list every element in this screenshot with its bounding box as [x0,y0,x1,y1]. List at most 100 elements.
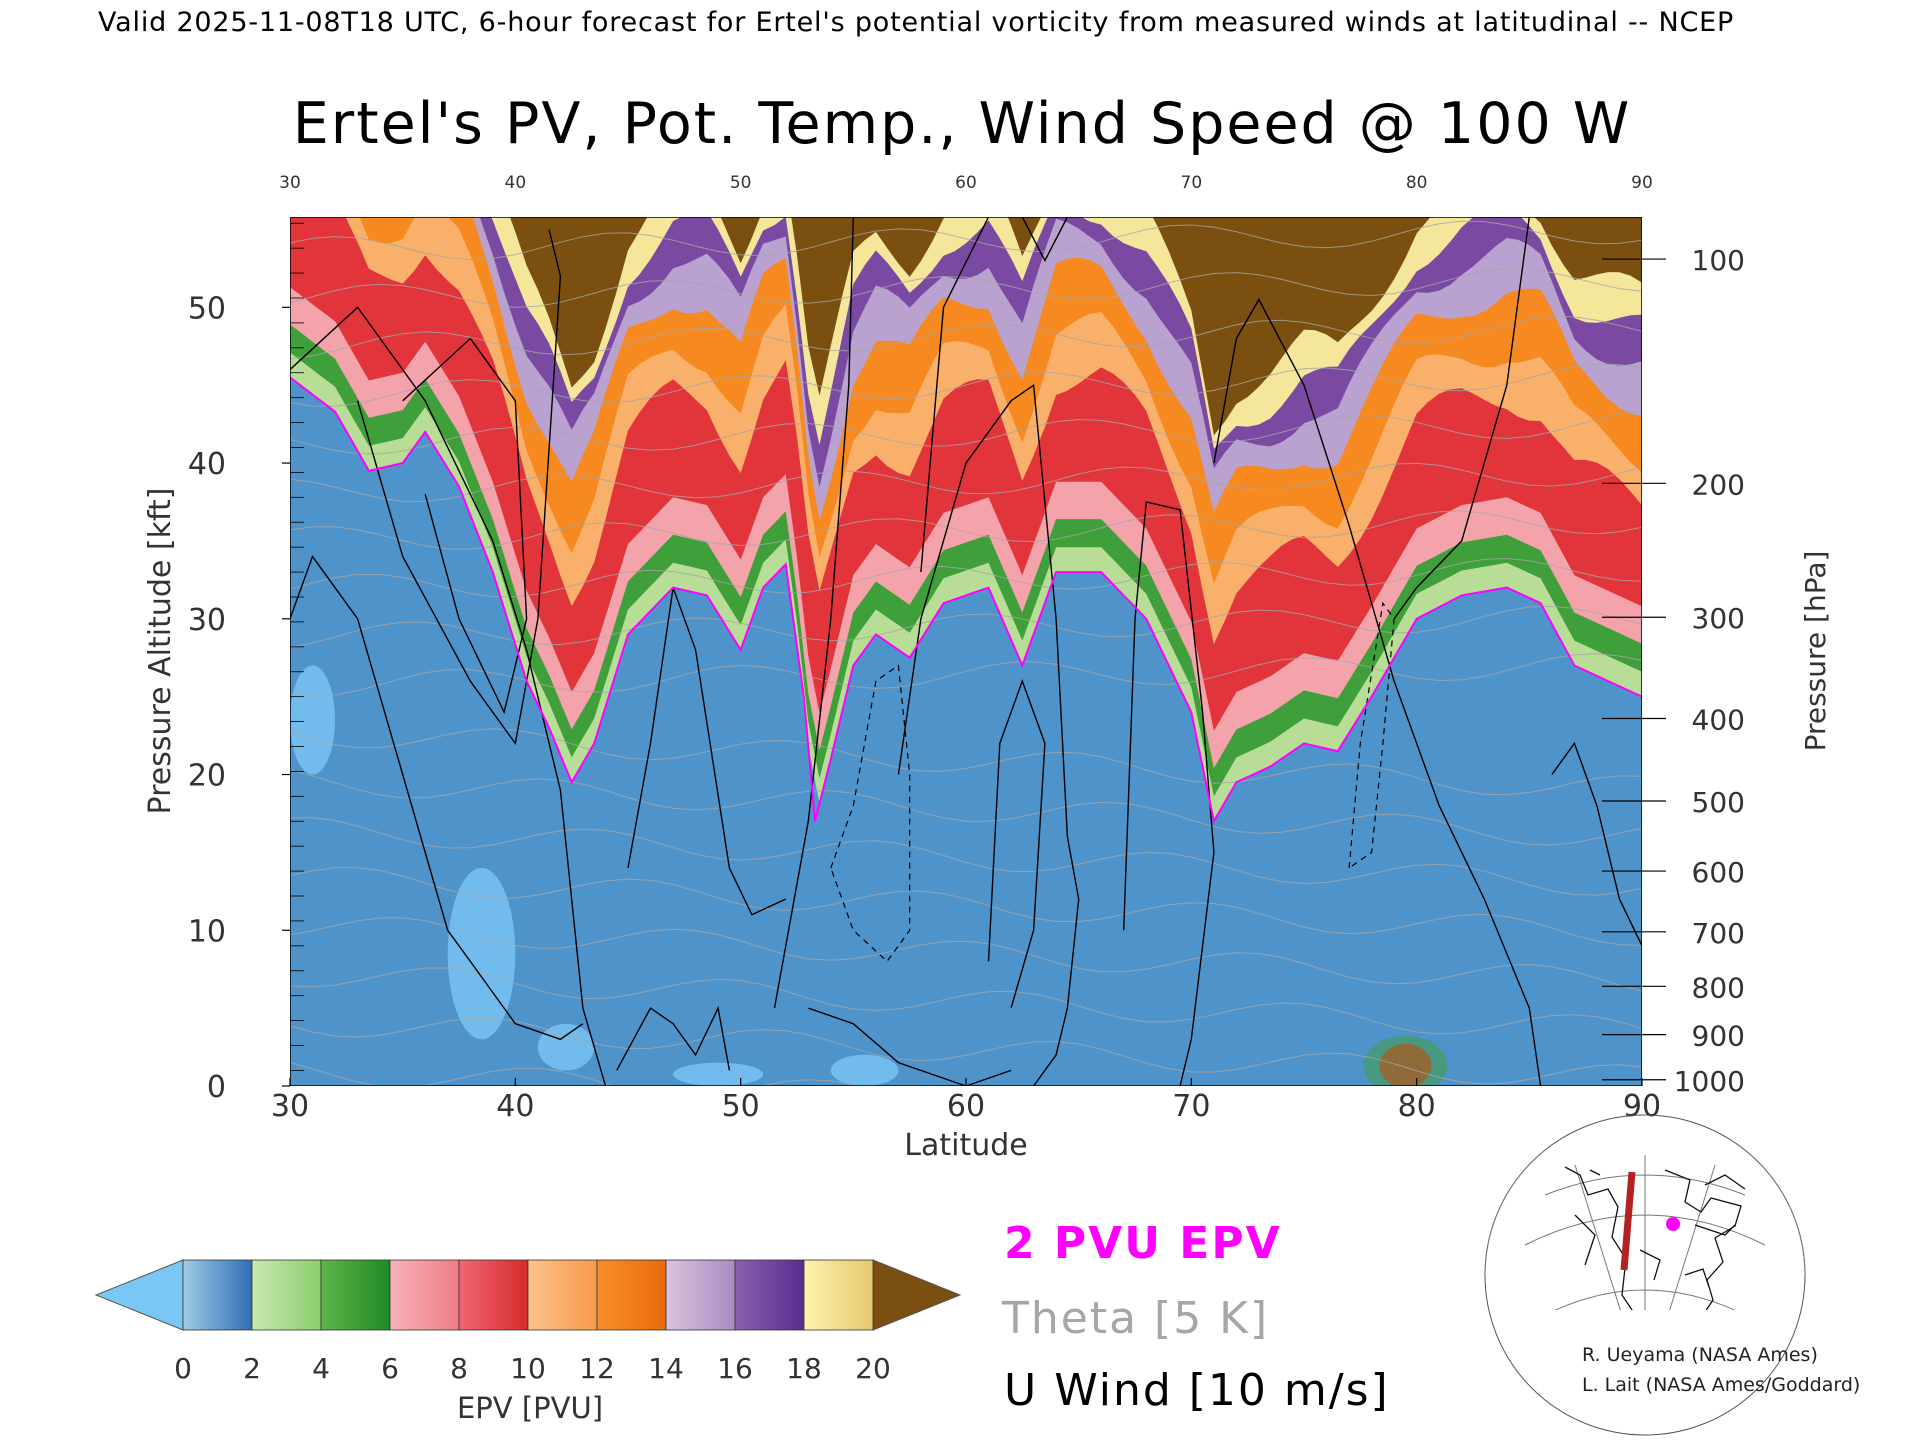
x-top-tick-label: 90 [1631,173,1653,193]
isentrope-line [290,315,1642,360]
colorbar-band [389,1259,460,1331]
x-top-tick-label: 40 [505,173,527,193]
colorbar-band [458,1259,529,1331]
y-tick-label: 30 [188,603,226,638]
x-top-tick-label: 60 [955,173,977,193]
pressure-tick-label: 800 [1692,971,1745,1004]
colorbar-tick-label: 18 [786,1352,822,1385]
u-wind-contour [1021,217,1069,263]
isentrope-line [290,462,1642,503]
pv-under-patch [290,665,335,775]
colorbar-band [734,1259,805,1331]
isentrope-line [290,653,1642,697]
colorbar-under-triangle [94,1259,184,1331]
legend-pv-label: 2 PVU EPV [1004,1218,1282,1269]
pressure-tick-label: 1000 [1674,1065,1745,1098]
pv-colorbar: 0 2 4 6 8 10 12 14 16 18 20 [94,1259,962,1385]
x-tick-label: 90 [1623,1089,1661,1124]
x-top-tick-label: 80 [1406,173,1428,193]
pressure-tick-label: 600 [1692,856,1745,889]
isentrope-line [290,1017,1642,1085]
credit-line-2: L. Lait (NASA Ames/Goddard) [1582,1374,1860,1396]
pressure-tick-label: 700 [1692,917,1745,950]
isentrope-line [290,917,1642,992]
isentrope-line [290,510,1642,550]
x-tick-label: 30 [271,1089,309,1124]
pressure-tick-label: 900 [1692,1020,1745,1053]
legend-wind-label: U Wind [10 m/s] [1004,1365,1390,1416]
u-wind-contour [920,217,990,573]
x-top-tick-label: 70 [1181,173,1203,193]
pressure-tick-label: 400 [1692,703,1745,736]
pv-under-patch [537,1023,595,1071]
colorbar-tick-label: 2 [243,1352,261,1385]
u-wind-contour [402,337,528,715]
tropopause-line [290,376,1642,825]
x-tick-label: 50 [722,1089,760,1124]
inset-map [1484,1114,1806,1436]
x-top-tick-label: 50 [730,173,752,193]
x-tick-label: 70 [1172,1089,1210,1124]
pv-under-patch [447,867,516,1040]
isentrope-line [290,867,1642,946]
colorbar-tick-label: 6 [381,1352,399,1385]
u-wind-contour [290,555,584,1041]
pressure-tick-label: 300 [1692,602,1745,635]
u-wind-contour [1213,298,1542,1086]
inset-map-coastlines [1564,1166,1746,1310]
pv-surface-pocket-halo [1363,1035,1448,1086]
isentrope-contours [290,220,1642,1086]
isentrope-line [290,220,1642,261]
isentrope-line [290,1061,859,1086]
isentrope-line [290,557,1642,598]
pressure-tick-label: 500 [1692,786,1745,819]
pv-under-patch [830,1054,899,1086]
y-tick-label: 10 [188,914,226,949]
legend-theta-label: Theta [5 K] [1001,1293,1269,1344]
u-wind-contour [1123,501,1215,1086]
colorbar-band [251,1259,322,1331]
x-axis-label: Latitude [904,1128,1027,1163]
isentrope-line [290,268,1642,308]
colorbar-tick-label: 0 [174,1352,192,1385]
inset-map-graticule [1485,1150,1805,1310]
colorbar-tick-label: 12 [579,1352,615,1385]
x-tick-label: 60 [947,1089,985,1124]
credit-line-1: R. Ueyama (NASA Ames) [1582,1344,1818,1366]
colorbar-tick-label: 8 [450,1352,468,1385]
colorbar-band [527,1259,598,1331]
colorbar-band [320,1259,391,1331]
u-wind-contour [1393,217,1530,620]
pv-band-over-20 [290,217,1642,436]
y-axis-label-left: Pressure Altitude [kft] [143,488,178,815]
x-tick-label: 40 [496,1089,534,1124]
axes: 3030404050506060707080809090010203040501… [188,173,1745,1124]
isentrope-line [290,769,1642,846]
isentrope-line [290,363,1642,407]
y-axis-label-right: Pressure [hPa] [1799,551,1832,752]
u-wind-contour [897,383,1080,1086]
isentrope-line [290,728,1642,796]
y-tick-label: 50 [188,291,226,326]
inset-map-marker [1666,1217,1680,1231]
chart-title: Ertel's PV, Pot. Temp., Wind Speed @ 100… [293,91,1631,157]
isentrope-line [290,817,1642,896]
colorbar-tick-label: 16 [717,1352,753,1385]
colorbar-over-triangle [872,1259,962,1331]
colorbar-tick-label: 10 [510,1352,546,1385]
u-wind-contour [356,229,562,746]
x-tick-label: 80 [1398,1089,1436,1124]
plot-area [290,217,1642,1086]
isentrope-line [290,605,1642,648]
colorbar-band [182,1259,253,1331]
u-wind-contour [627,587,786,916]
u-wind-contour [773,217,854,1009]
y-tick-label: 0 [207,1070,226,1105]
colorbar-tick-label: 4 [312,1352,330,1385]
u-wind-contours [290,217,1642,1086]
u-wind-contour-negative [830,664,911,963]
y-tick-label: 20 [188,759,226,794]
colorbar-band [665,1259,736,1331]
header-validity-text: Valid 2025-11-08T18 UTC, 6-hour forecast… [98,7,1734,38]
